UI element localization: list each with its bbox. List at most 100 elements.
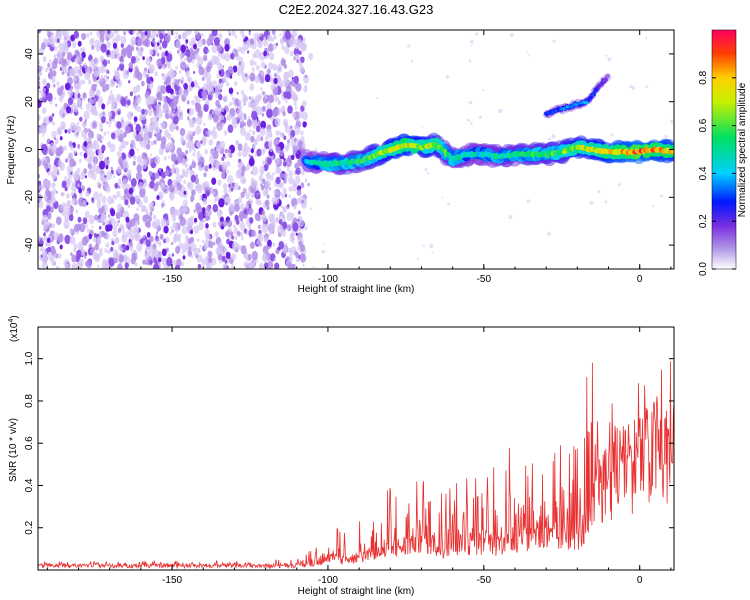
noise-dot — [245, 165, 250, 172]
noise-dot — [251, 75, 255, 80]
noise-dot — [99, 216, 104, 223]
noise-dot — [134, 195, 141, 203]
noise-dot — [205, 131, 208, 135]
noise-dot — [281, 45, 285, 50]
noise-dot — [267, 260, 274, 269]
noise-dot — [173, 238, 177, 244]
noise-dot — [220, 89, 222, 93]
noise-dot — [279, 132, 284, 138]
noise-dot — [51, 130, 57, 139]
noise-dot — [207, 49, 210, 53]
noise-dot — [81, 200, 87, 207]
noise-dot — [163, 203, 166, 207]
noise-dot — [156, 195, 160, 200]
noise-dot — [260, 136, 264, 140]
noise-dot — [215, 164, 219, 169]
noise-dot — [81, 51, 86, 59]
noise-dot — [190, 174, 196, 183]
noise-dot — [284, 125, 290, 134]
sparse-dot — [547, 231, 551, 236]
noise-dot — [175, 65, 179, 70]
noise-dot — [174, 264, 181, 269]
noise-dot — [269, 229, 273, 235]
noise-dot — [267, 239, 272, 247]
noise-dot — [217, 179, 222, 186]
noise-dot — [64, 215, 69, 222]
noise-dot — [136, 148, 139, 152]
noise-dot — [114, 182, 119, 189]
noise-dot — [139, 140, 143, 145]
noise-dot — [49, 59, 52, 63]
noise-dot — [154, 172, 160, 179]
noise-dot — [80, 106, 83, 110]
sparse-dot — [416, 257, 420, 261]
sparse-dot — [447, 202, 451, 206]
noise-dot — [144, 247, 148, 252]
noise-dot — [291, 212, 295, 218]
noise-dot — [130, 178, 137, 187]
noise-dot — [299, 65, 305, 73]
noise-dot — [135, 254, 138, 258]
noise-dot — [98, 160, 106, 170]
sparse-dot — [468, 100, 473, 105]
noise-dot — [120, 97, 127, 107]
noise-dot — [279, 33, 282, 37]
noise-dot — [250, 241, 255, 249]
noise-dot — [107, 111, 113, 118]
noise-dot — [88, 98, 94, 106]
noise-dot — [60, 85, 65, 91]
noise-dot — [275, 176, 281, 185]
noise-dot — [238, 210, 245, 220]
noise-dot — [160, 142, 166, 150]
x-tick-label: -100 — [318, 575, 338, 586]
noise-dot — [88, 214, 95, 225]
noise-dot — [291, 202, 295, 206]
noise-dot — [64, 82, 71, 91]
noise-dot — [180, 136, 185, 143]
noise-dot — [259, 32, 263, 37]
noise-dot — [224, 195, 231, 205]
noise-dot — [64, 129, 68, 134]
noise-dot — [300, 253, 307, 263]
noise-dot — [245, 203, 249, 209]
noise-dot — [223, 130, 228, 136]
noise-dot — [163, 156, 167, 161]
noise-dot — [38, 183, 43, 192]
noise-dot — [205, 71, 212, 81]
trace-core — [599, 83, 603, 86]
sparse-dot — [617, 183, 621, 187]
noise-dot — [40, 254, 43, 258]
noise-dot — [171, 229, 174, 233]
noise-dot — [275, 216, 280, 223]
noise-dot — [47, 31, 52, 38]
noise-dot — [273, 137, 280, 147]
noise-dot — [108, 249, 111, 254]
noise-dot — [286, 211, 293, 222]
noise-dot — [161, 202, 165, 208]
noise-dot — [265, 171, 271, 180]
sparse-dot — [314, 148, 318, 151]
noise-dot — [176, 154, 183, 164]
noise-dot — [146, 221, 152, 229]
noise-dot — [82, 217, 88, 225]
noise-dot — [158, 241, 162, 247]
noise-dot — [64, 234, 71, 245]
sparse-dot — [525, 51, 528, 54]
noise-dot — [150, 141, 154, 146]
noise-dot — [216, 74, 220, 79]
noise-dot — [180, 79, 184, 85]
noise-dot — [149, 211, 153, 216]
noise-dot — [247, 253, 252, 261]
noise-dot — [53, 54, 57, 59]
noise-dot — [188, 217, 194, 226]
noise-dot — [272, 43, 277, 50]
noise-dot — [203, 244, 208, 251]
noise-dot — [293, 75, 299, 84]
noise-dot — [289, 107, 292, 111]
noise-dot — [85, 103, 91, 110]
noise-dot — [292, 149, 297, 156]
noise-dot — [184, 57, 187, 62]
noise-dot — [136, 130, 139, 135]
noise-dot — [258, 174, 264, 182]
